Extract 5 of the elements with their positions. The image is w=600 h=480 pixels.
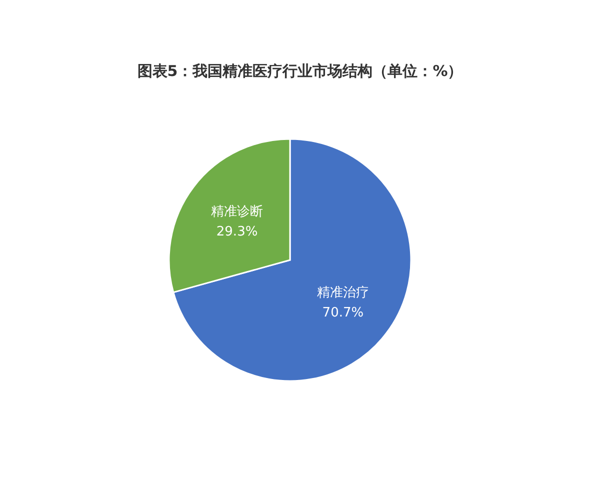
slice-label: 精准诊断 [211,204,264,220]
data-label: 29.3% [216,224,258,240]
chart-title: 图表5：我国精准医疗行业市场结构（单位：%） [137,62,463,80]
data-label: 70.7% [322,305,364,320]
slice-label: 精准治疗 [316,285,369,300]
